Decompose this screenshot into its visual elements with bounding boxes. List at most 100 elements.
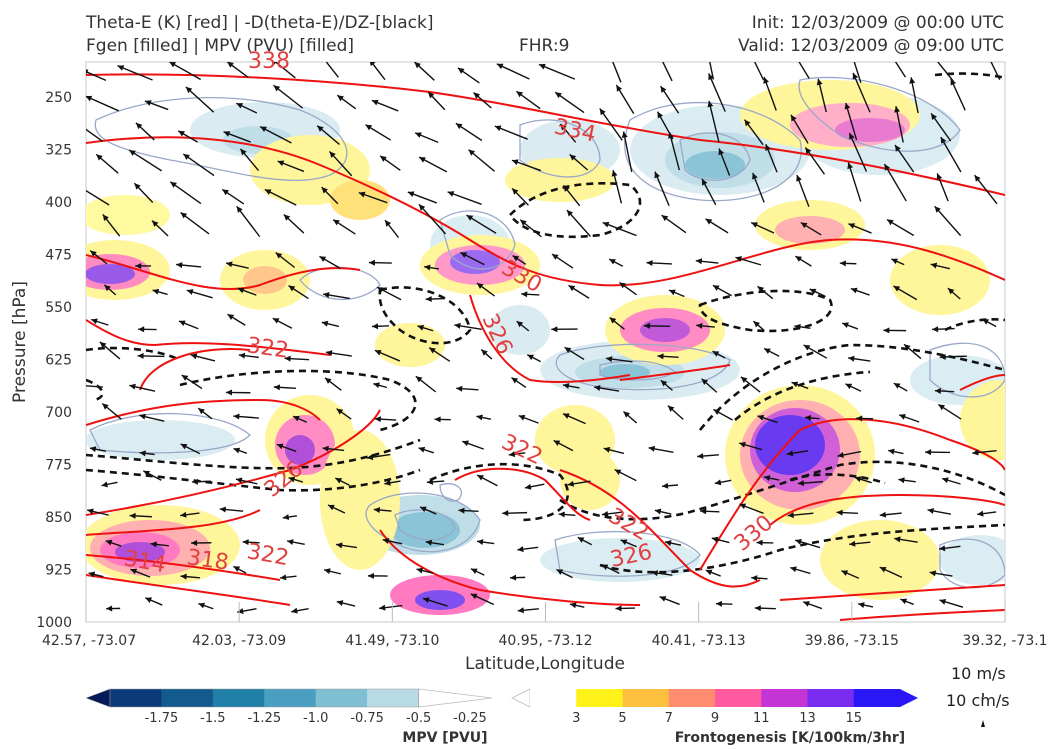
wind-vector-310 [130,568,151,578]
wind-vector-5 [325,62,339,78]
wind-vector-266 [797,480,824,487]
wind-vector-225 [713,408,733,421]
wind-vector-285 [787,512,814,519]
wind-vector-41 [177,130,198,143]
wind-vector-54 [790,114,809,144]
mpv-colorbar-tick-2: -1.25 [247,711,281,726]
wind-vector-57 [930,113,952,142]
wind-vector-215 [233,413,259,420]
wind-vector-142 [425,296,445,303]
wind-vector-198 [324,377,342,391]
wind-vector-12 [662,62,673,82]
wind-vector-56 [894,105,904,143]
wind-vector-261 [567,480,591,487]
fgen-colorbar-tick-5: 13 [799,711,816,726]
wind-vector-313 [279,574,297,581]
wind-vector-169 [794,323,811,330]
wind-vector-173 [982,318,997,328]
wind-vector-104 [418,203,447,235]
wind-vector-138 [237,287,257,296]
theta-e-label-12: 318 [185,545,230,576]
fgen-colorbar-segment-1 [576,689,623,707]
wind-vector-308 [938,545,961,552]
wind-vector-178 [284,355,310,362]
wind-vector-163 [516,320,530,332]
wind-vector-239 [462,440,484,450]
wind-vector-251 [101,481,118,488]
wind-vector-295 [336,542,358,549]
wind-vector-202 [511,377,527,388]
mpv-colorbar-segment-4 [264,689,317,707]
wind-vector-306 [849,540,871,547]
wind-vector-94 [883,163,907,202]
wind-vector-161 [417,324,434,332]
wind-vector-62 [277,160,305,173]
wind-vector-340 [659,596,680,606]
wind-vector-343 [802,601,823,610]
wind-vector-101 [283,213,305,234]
wind-vector-327 [929,570,953,577]
wind-vector-158 [272,317,293,329]
wind-vector-167 [696,322,715,329]
wind-vector-208 [791,381,809,390]
wind-vector-14 [753,62,765,81]
vector-key-vertical-label: 10 cm/s [946,691,1010,710]
wind-vector-131 [794,255,812,267]
wind-vector-278 [458,507,479,514]
wind-vector-24 [273,84,304,109]
wind-vector-286 [836,509,858,516]
wind-vector-159 [321,320,340,328]
mpv-contours [89,76,1005,589]
wind-vector-113 [848,223,872,234]
wind-vector-139 [288,285,309,300]
wind-vector-318 [510,574,526,581]
wind-vector-137 [186,289,213,299]
wind-vector-268 [898,477,916,484]
wind-vector-174 [99,341,121,360]
wind-vector-140 [323,292,350,300]
wind-vector-276 [373,507,392,514]
wind-vector-65 [418,156,448,173]
wind-vector-154 [90,318,109,326]
wind-vector-176 [190,353,216,362]
wind-vector-20 [86,95,119,112]
wind-vector-175 [137,352,165,359]
theta-e-contours [86,73,1005,621]
wind-vector-188 [763,347,780,357]
wind-vector-326 [879,566,903,578]
wind-vector-164 [551,326,578,333]
wind-vector-269 [941,477,961,485]
wind-vector-199 [373,382,388,389]
y-axis: 250 325 400 475 550 625 700 775 850 925 1000 [36,90,72,631]
wind-vector-70 [668,131,681,171]
wind-vector-325 [841,570,860,579]
fgen-colorbar-tick-2: 7 [665,711,673,726]
mpv-colorbar-title: MPV [PVU] [402,730,487,746]
wind-vector-98 [151,220,169,237]
wind-vector-238 [418,446,435,454]
wind-vector-301 [620,539,637,548]
wind-vector-183 [526,354,541,363]
wind-vector-236 [322,445,345,452]
wind-vector-84 [407,191,438,204]
wind-vector-250 [972,449,997,456]
y-tick-label-0: 250 [45,90,72,106]
wind-vector-294 [286,539,305,546]
wind-vector-3 [226,62,249,79]
wind-vector-180 [374,349,401,362]
wind-vector-145 [568,284,590,299]
wind-vector-127 [608,258,624,267]
wind-vector-259 [476,474,498,487]
wind-vector-122 [368,259,392,266]
wind-vector-43 [259,125,292,144]
wind-vector-135 [103,284,117,296]
wind-vector-342 [754,605,776,612]
wind-vector-76 [940,136,962,173]
wind-vector-333 [336,600,356,607]
wind-vector-115 [934,205,962,237]
header-title-line2: Fgen [filled] | MPV (PVU) [filled] [86,36,355,56]
wind-vector-246 [786,450,809,457]
wind-vector-86 [511,187,529,206]
y-tick-label-7: 775 [45,458,72,474]
wind-vector-13 [709,62,715,80]
